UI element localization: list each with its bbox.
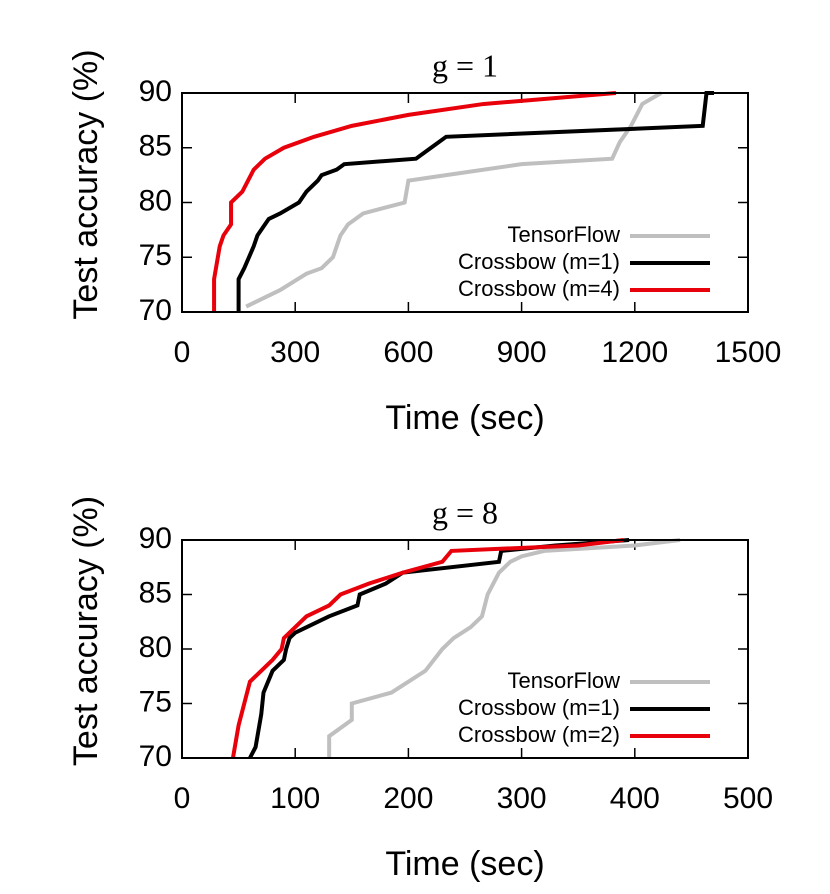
x-tick-label: 200 (383, 782, 433, 815)
x-tick-label: 600 (383, 336, 433, 369)
x-tick-label: 100 (270, 782, 320, 815)
plot-frame (181, 92, 749, 313)
y-tick-label: 90 (139, 522, 172, 555)
series-line (212, 91, 617, 312)
subplot: g = 1 Time (sec) Test accuracy (%) 70 75 80 85… (67, 47, 781, 437)
x-tick-label: 0 (174, 782, 191, 815)
y-axis-label: Test accuracy (%) (67, 49, 105, 319)
y-axis-label: Test accuracy (%) (67, 496, 105, 766)
y-tick-label: 70 (139, 740, 172, 773)
y-tick-label: 80 (139, 184, 172, 217)
y-tick-label: 85 (139, 576, 172, 609)
x-tick-label: 300 (497, 782, 547, 815)
y-tick-label: 75 (139, 239, 172, 272)
x-tick-label: 0 (174, 336, 191, 369)
x-tick-label: 1500 (715, 336, 782, 369)
x-tick-label: 300 (270, 336, 320, 369)
series-line (230, 538, 624, 759)
y-tick-label: 75 (139, 685, 172, 718)
legend-label: Crossbow (m=1) (458, 695, 620, 720)
y-tick-label: 85 (139, 130, 172, 163)
series-line (327, 538, 681, 758)
series-line (245, 91, 663, 309)
legend-label: Crossbow (m=2) (458, 722, 620, 747)
x-tick-label: 900 (497, 336, 547, 369)
y-tick-label: 80 (139, 631, 172, 664)
subplot: g = 8 Time (sec) Test accuracy (%) 70 75 80 85… (67, 494, 773, 883)
x-axis-label: Time (sec) (385, 845, 544, 883)
x-tick-label: 400 (610, 782, 660, 815)
y-tick-label: 90 (139, 75, 172, 108)
plot-frame (181, 539, 749, 759)
legend-label: TensorFlow (508, 222, 621, 247)
chart-title: g = 1 (432, 47, 498, 83)
legend-label: TensorFlow (508, 668, 621, 693)
legend-label: Crossbow (m=1) (458, 249, 620, 274)
chart-title: g = 8 (432, 494, 498, 530)
legend-label: Crossbow (m=4) (458, 276, 620, 301)
series-line (236, 91, 715, 312)
x-tick-label: 1200 (601, 336, 668, 369)
y-tick-label: 70 (139, 294, 172, 327)
x-tick-label: 500 (723, 782, 773, 815)
x-axis-label: Time (sec) (385, 399, 544, 437)
series-line (248, 538, 630, 759)
